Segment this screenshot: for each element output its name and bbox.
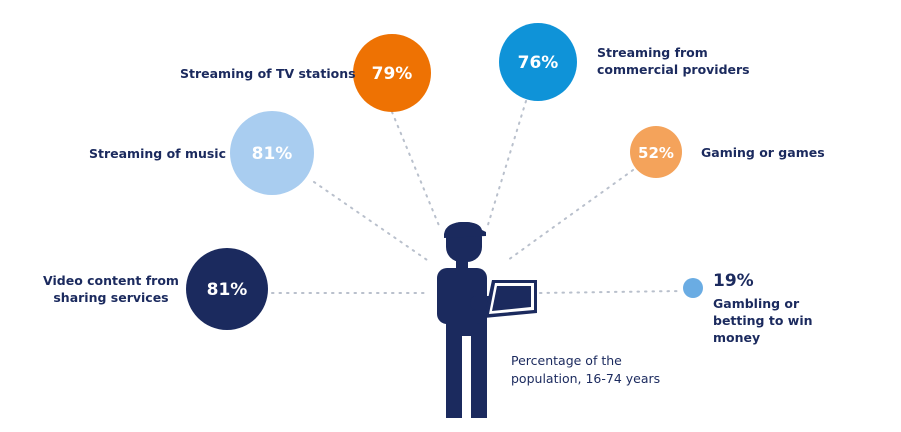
connector-music bbox=[313, 181, 431, 263]
person-with-laptop-icon bbox=[437, 222, 537, 418]
label-streaming-tv: Streaming of TV stations bbox=[180, 66, 356, 81]
connector-lines bbox=[271, 100, 682, 294]
label-video-content: Video content from sharing services bbox=[43, 273, 179, 305]
bubbles: 79% 76% 81% 52% 81% bbox=[186, 23, 703, 330]
label-streaming-music: Streaming of music bbox=[89, 146, 226, 161]
value-gambling: 19% bbox=[713, 271, 754, 291]
label-gaming: Gaming or games bbox=[701, 145, 825, 160]
connector-gaming bbox=[507, 169, 634, 261]
bubble-value-commercial: 76% bbox=[518, 53, 559, 73]
label-gambling: Gambling or betting to win money bbox=[713, 296, 813, 345]
bubble-gaming bbox=[630, 126, 682, 178]
bubble-video bbox=[186, 248, 268, 330]
connector-gambling bbox=[539, 290, 682, 294]
bubble-tv bbox=[353, 34, 431, 112]
bubble-commercial bbox=[499, 23, 577, 101]
bubble-music bbox=[230, 111, 314, 195]
bubble-gambling bbox=[683, 278, 703, 298]
connector-commercial bbox=[486, 100, 527, 229]
bubble-value-music: 81% bbox=[252, 144, 293, 164]
label-streaming-commercial: Streaming from commercial providers bbox=[597, 45, 750, 77]
bubble-value-video: 81% bbox=[207, 280, 248, 300]
footnote-population: Percentage of the population, 16-74 year… bbox=[511, 353, 661, 386]
bubble-value-tv: 79% bbox=[372, 64, 413, 84]
connector-tv bbox=[391, 111, 441, 229]
bubble-value-gaming: 52% bbox=[638, 144, 674, 162]
